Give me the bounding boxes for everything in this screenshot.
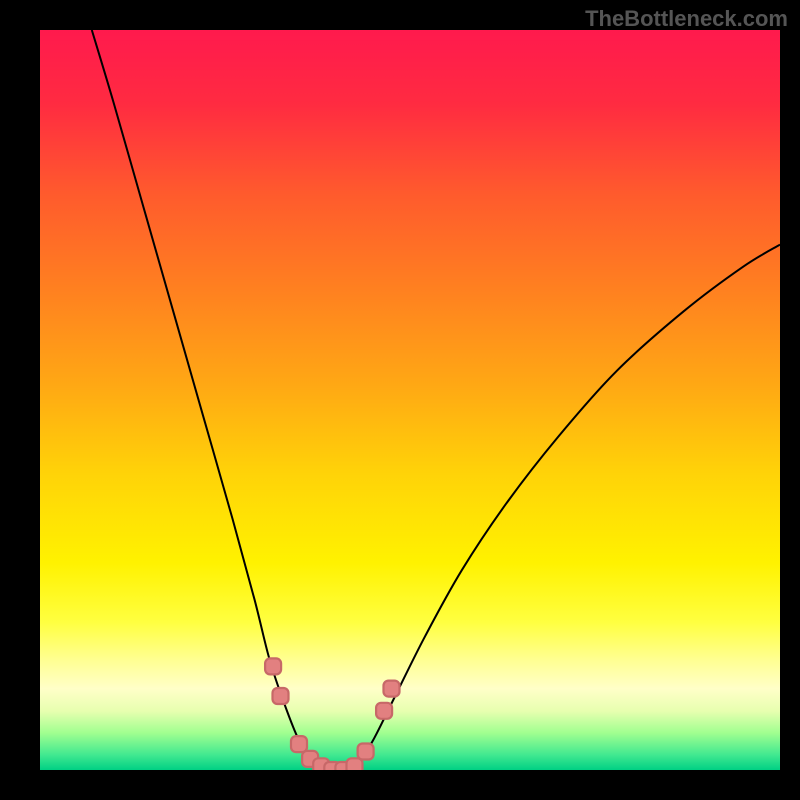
bottleneck-curve (40, 30, 780, 770)
curve-marker (384, 681, 400, 697)
plot-area (40, 30, 780, 770)
watermark-text: TheBottleneck.com (585, 6, 788, 32)
curve-marker (291, 736, 307, 752)
curve-marker (273, 688, 289, 704)
curve-marker (376, 703, 392, 719)
curve-marker (358, 744, 374, 760)
curve-path (92, 30, 780, 770)
curve-markers (265, 658, 399, 770)
curve-marker (265, 658, 281, 674)
